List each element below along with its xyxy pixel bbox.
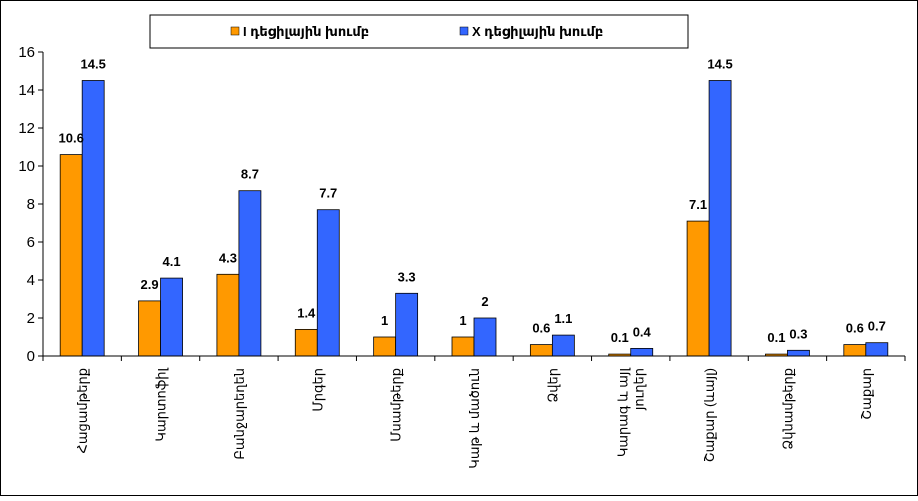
x-category-label: Շաքար	[859, 368, 874, 420]
y-tick-label: 14	[18, 82, 35, 99]
bar-series-2	[160, 277, 183, 357]
data-label-series-1: 1.4	[297, 305, 316, 320]
y-tick-label: 12	[18, 120, 35, 137]
x-category-label: յուղեր	[632, 368, 647, 411]
data-label-series-1: 0.6	[846, 321, 864, 336]
bar-series-2	[473, 317, 497, 357]
data-label-series-2: 0.4	[633, 324, 652, 339]
x-axis: Հացամթերք Կարտոֆիլ Բանջարեղեն Մրգեր Մսամթերք…	[42, 355, 906, 469]
legend-swatch-series-1	[230, 26, 240, 36]
x-category-label: Հացամթերք	[75, 368, 90, 453]
bar-series-2	[787, 349, 810, 357]
x-category-label: Մրգեր	[310, 368, 325, 412]
bar-series-2	[238, 190, 262, 357]
x-category-label: Ձվեր	[545, 368, 560, 403]
data-label-series-1: 0.1	[611, 330, 629, 345]
y-tick-label: 16	[18, 44, 35, 61]
data-label-series-1: 0.6	[532, 321, 550, 336]
legend: I դեցիլային խումբ X դեցիլային խումբ	[149, 14, 689, 49]
data-label-series-2: 0.7	[868, 319, 886, 334]
bar-series-1	[686, 220, 710, 357]
y-tick-label: 8	[27, 196, 35, 213]
data-label-series-2: 1.1	[554, 311, 572, 326]
legend-box	[149, 14, 689, 49]
y-tick-label: 10	[18, 158, 35, 175]
bar-series-2	[81, 80, 105, 357]
bar-series-2	[395, 292, 419, 357]
data-label-series-1: 1	[459, 313, 466, 328]
bar-series-2	[630, 347, 654, 357]
bar-series-1	[294, 328, 318, 357]
y-tick-label: 2	[27, 310, 35, 327]
data-label-series-2: 2	[481, 294, 488, 309]
bar-series-1	[59, 154, 83, 357]
bar-series-2	[551, 334, 575, 357]
x-category-label: Բանջարեղեն	[232, 368, 247, 460]
bar-series-2	[708, 80, 732, 357]
data-label-series-2: 14.5	[707, 57, 732, 72]
data-label-series-1: 4.3	[219, 250, 237, 265]
data-label-series-2: 0.3	[789, 326, 807, 341]
bars	[59, 80, 889, 357]
data-label-series-2: 14.5	[81, 57, 106, 72]
bar-series-2	[316, 209, 340, 357]
x-category-label: Շաքար (ևայլ)	[702, 368, 717, 462]
bar-series-1	[138, 300, 161, 357]
data-label-series-2: 8.7	[241, 167, 259, 182]
data-label-series-2: 7.7	[319, 186, 337, 201]
x-category-label: Ձկնամթերք	[780, 368, 795, 450]
bar-series-1	[216, 273, 240, 357]
bar-series-2	[865, 342, 889, 357]
legend-swatch-series-2	[459, 26, 469, 36]
bar-series-1	[843, 344, 867, 357]
y-tick-label: 0	[27, 348, 35, 365]
x-category-label: Կարտոֆիլ	[154, 368, 169, 442]
data-labels: 10.62.94.31.41 10.60.17.10.10.614.54.18.7…	[59, 57, 886, 346]
data-label-series-1: 10.6	[59, 131, 84, 146]
data-label-series-1: 1	[381, 313, 388, 328]
data-label-series-2: 4.1	[163, 254, 181, 269]
x-category-label: Կարագ և այլ	[616, 368, 631, 458]
y-tick-label: 4	[27, 272, 35, 289]
y-tick-label: 6	[27, 234, 35, 251]
x-category-label: Կաթ և մածուն	[467, 368, 482, 469]
y-axis: 0 2 4 6 8 10 12 14 16	[18, 44, 44, 365]
bar-series-1	[529, 344, 553, 357]
data-label-series-2: 3.3	[398, 269, 416, 284]
data-label-series-1: 0.1	[767, 330, 785, 345]
x-category-label: Մսամթերք	[389, 368, 404, 442]
bar-series-1	[373, 336, 397, 357]
data-label-series-1: 7.1	[689, 197, 707, 212]
bar-series-1	[451, 336, 475, 357]
data-label-series-1: 2.9	[141, 277, 159, 292]
legend-label-series-1: I դեցիլային խումբ	[243, 24, 369, 39]
legend-label-series-2: X դեցիլային խումբ	[472, 24, 603, 39]
